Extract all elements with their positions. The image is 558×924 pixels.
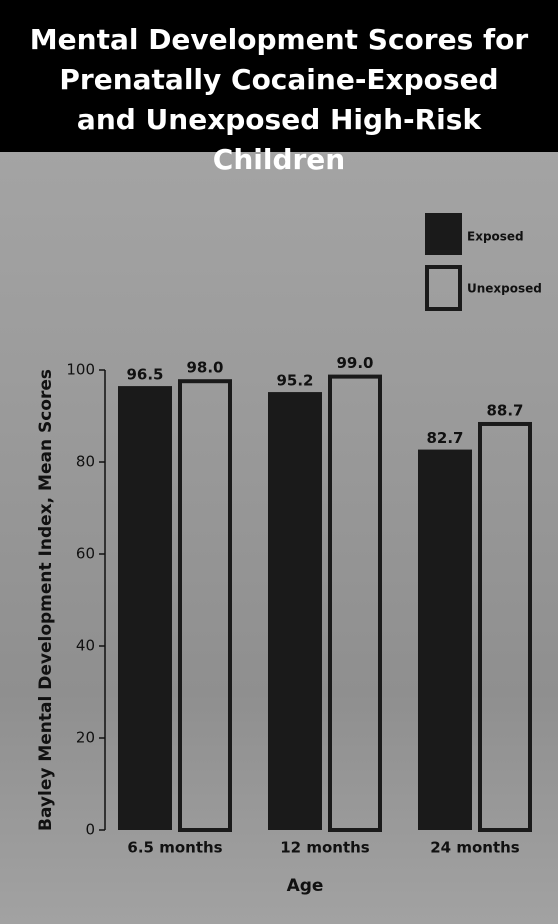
legend-label: Exposed <box>467 230 524 244</box>
y-axis-label: Bayley Mental Development Index, Mean Sc… <box>36 369 56 831</box>
x-tick-label: 12 months <box>280 839 370 857</box>
bar <box>178 379 232 832</box>
x-tick-label: 6.5 months <box>127 839 222 857</box>
legend-swatch <box>425 213 462 255</box>
y-tick-label: 20 <box>76 729 95 747</box>
x-tick-label: 24 months <box>430 839 520 857</box>
y-tick-label: 100 <box>66 361 95 379</box>
value-label: 96.5 <box>126 366 163 384</box>
bar <box>418 449 472 830</box>
bar <box>268 392 322 830</box>
y-tick-label: 0 <box>85 821 95 839</box>
y-tick-label: 80 <box>76 453 95 471</box>
value-label: 98.0 <box>186 359 223 377</box>
y-tick-label: 40 <box>76 637 95 655</box>
value-label: 82.7 <box>426 429 463 447</box>
legend-swatch <box>425 265 462 311</box>
y-tick-label: 60 <box>76 545 95 563</box>
bar <box>328 374 382 832</box>
bar <box>478 421 532 832</box>
x-axis-label: Age <box>287 876 324 896</box>
value-label: 99.0 <box>336 354 373 372</box>
value-label: 95.2 <box>276 372 313 390</box>
value-label: 88.7 <box>486 401 523 419</box>
chart-title: Mental Development Scores for Prenatally… <box>0 0 558 176</box>
bar <box>118 386 172 830</box>
legend-label: Unexposed <box>467 282 542 296</box>
